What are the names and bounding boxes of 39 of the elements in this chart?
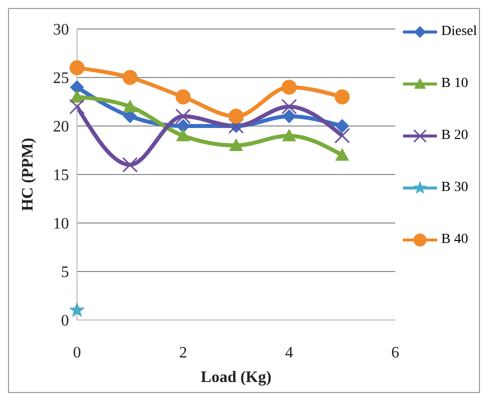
y-tick-label: 25	[53, 70, 69, 88]
point	[69, 302, 85, 318]
y-tick-label: 5	[61, 264, 69, 282]
point	[176, 89, 191, 104]
x-tick-label: 6	[391, 344, 400, 362]
point	[175, 108, 191, 124]
point	[123, 100, 138, 112]
point	[70, 60, 84, 76]
point	[335, 119, 350, 133]
point	[282, 128, 296, 142]
x-axis-title: Load (Kg)	[200, 369, 272, 386]
y-axis-title: HC (PPM)	[20, 138, 37, 212]
point	[334, 128, 350, 144]
x-tick-label: 0	[73, 344, 81, 362]
legend-label: B 30	[441, 180, 468, 196]
y-tick-label: 30	[53, 22, 69, 39]
point	[69, 98, 85, 114]
y-tick-label: 0	[61, 312, 69, 330]
point	[281, 98, 297, 114]
y-tick-label: 15	[53, 167, 69, 184]
legend-label: B 20	[441, 128, 468, 144]
point	[228, 108, 244, 124]
point	[229, 138, 244, 151]
x-tick-label: 4	[285, 344, 294, 362]
point	[176, 128, 190, 142]
point	[70, 90, 84, 102]
point	[282, 80, 297, 95]
x-tick-label: 2	[179, 344, 188, 362]
point	[122, 70, 138, 85]
legend-label: Diesel	[441, 24, 477, 40]
point	[70, 80, 84, 94]
point	[282, 109, 296, 124]
y-tick-label: 20	[53, 118, 69, 136]
point	[335, 148, 350, 161]
legend-label: B 10	[441, 76, 468, 92]
point	[334, 89, 350, 104]
y-tick-label: 10	[53, 216, 69, 233]
legend-label: B 40	[441, 232, 468, 248]
point	[122, 157, 138, 173]
